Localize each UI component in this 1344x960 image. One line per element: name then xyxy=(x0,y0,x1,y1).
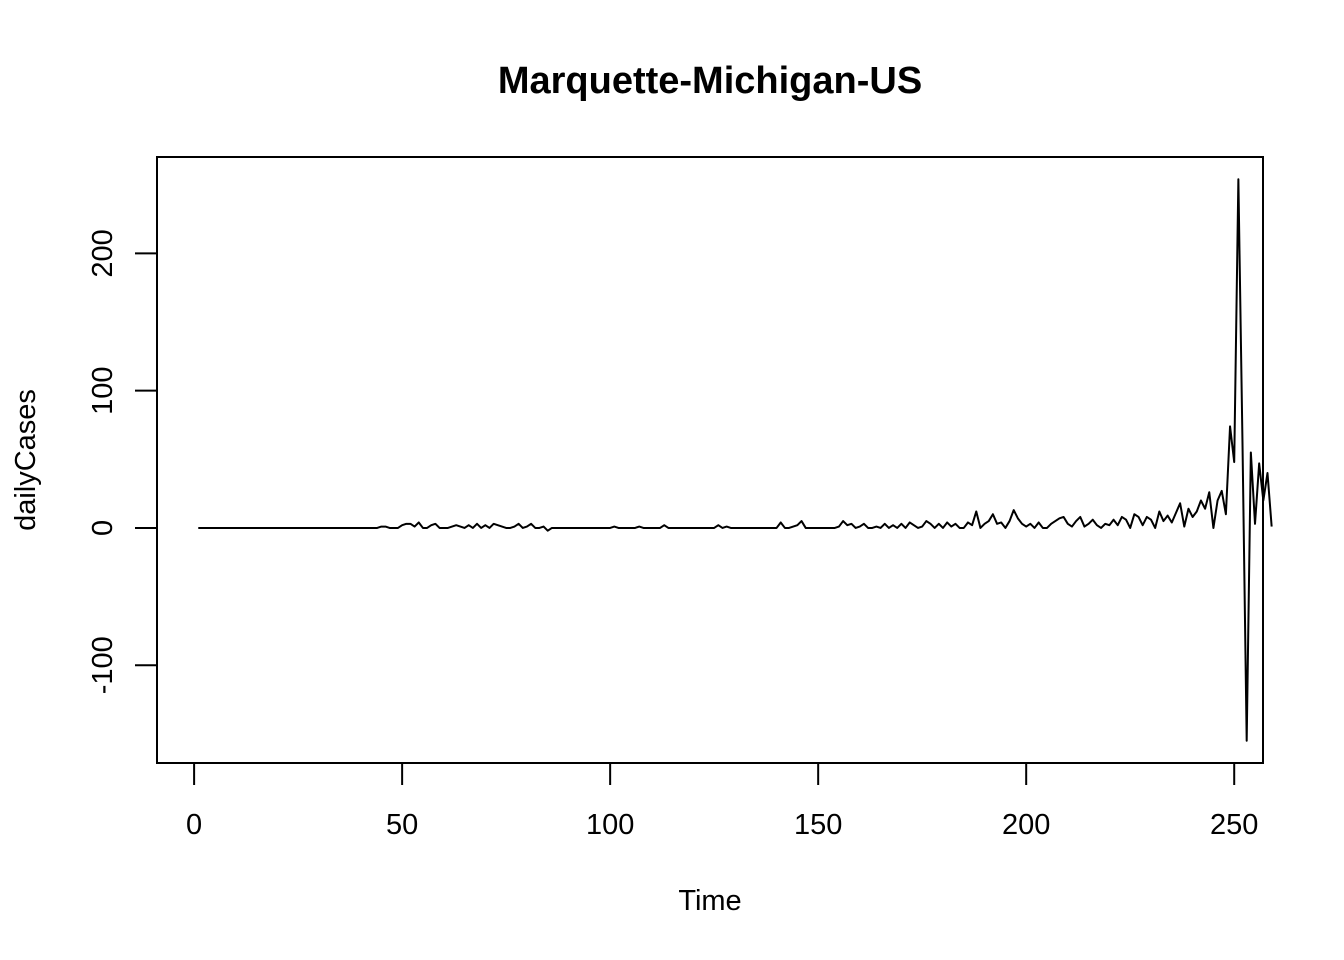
chart-title: Marquette-Michigan-US xyxy=(498,60,922,102)
x-tick-label: 0 xyxy=(186,809,202,841)
y-tick-label: 200 xyxy=(87,229,119,277)
x-tick-label: 100 xyxy=(586,809,634,841)
plot-frame xyxy=(156,156,1264,764)
y-tick-label: 0 xyxy=(87,520,119,536)
series-line xyxy=(198,178,1273,742)
x-tick-label: 200 xyxy=(1002,809,1050,841)
x-tick-label: 150 xyxy=(794,809,842,841)
y-tick-label: -100 xyxy=(87,636,119,694)
x-axis-label: Time xyxy=(678,885,741,917)
x-tick-label: 50 xyxy=(386,809,418,841)
x-tick-label: 250 xyxy=(1210,809,1258,841)
y-axis: -100 0 100 200 xyxy=(87,229,158,694)
y-axis-label: dailyCases xyxy=(10,389,42,531)
y-tick-label: 100 xyxy=(87,366,119,414)
x-axis: 0 50 100 150 200 250 xyxy=(186,762,1258,841)
